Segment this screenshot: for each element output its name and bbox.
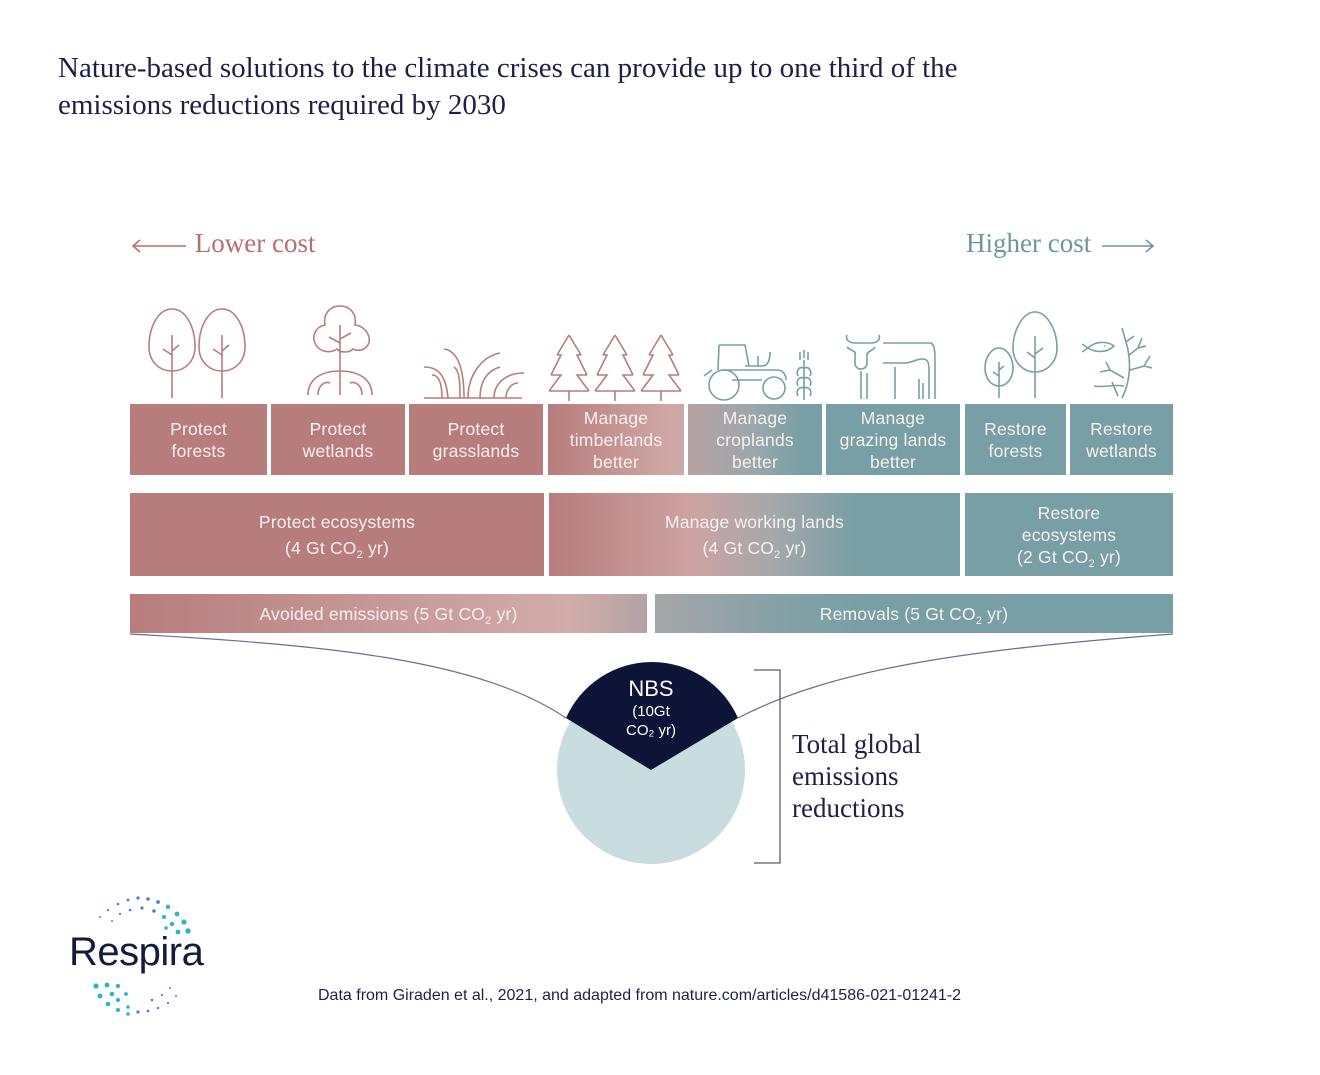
total-reductions-label: Total global emissions reductions — [792, 729, 922, 823]
activity-restore-forests: Restore forests — [965, 404, 1066, 475]
bracket — [754, 669, 781, 864]
cow-icon — [845, 334, 936, 399]
type-removals: Removals (5 Gt CO2 yr) — [655, 594, 1173, 633]
activity-protect-wetlands: Protect wetlands — [271, 404, 405, 475]
left-arrow-icon — [131, 239, 186, 253]
funnel-line-right — [737, 633, 1174, 719]
young-trees-icon — [984, 311, 1058, 398]
activity-manage-grazing-lands: Manage grazing lands better — [826, 404, 960, 475]
mangrove-tree-icon — [307, 305, 373, 396]
page-title: Nature-based solutions to the climate cr… — [58, 52, 958, 121]
tractor-wheat-icon — [703, 344, 812, 401]
grass-icon — [423, 348, 525, 399]
nbs-slice-label: NBS (10Gt CO₂ yr) — [626, 676, 676, 739]
source-citation: Data from Giraden et al., 2021, and adap… — [318, 987, 962, 1004]
pine-trees-icon — [548, 334, 682, 401]
two-trees-icon — [148, 308, 246, 398]
respira-logo-dots-icon — [93, 896, 191, 1016]
pie-nbs-slice — [566, 661, 738, 770]
funnel-line-left — [129, 633, 567, 719]
type-avoided-emissions: Avoided emissions (5 Gt CO2 yr) — [130, 594, 647, 633]
activity-protect-grasslands: Protect grasslands — [409, 404, 543, 475]
right-arrow-icon — [1101, 239, 1155, 253]
activity-manage-croplands: Manage croplands better — [688, 404, 822, 475]
higher-cost-label: Higher cost — [966, 228, 1156, 259]
activity-protect-forests: Protect forests — [130, 404, 267, 475]
respira-logo-text: Respira — [69, 930, 204, 974]
group-protect-ecosystems: Protect ecosystems (4 Gt CO2 yr) — [130, 493, 544, 576]
lower-cost-label: Lower cost — [130, 228, 315, 259]
group-restore-ecosystems: Restore ecosystems (2 Gt CO2 yr) — [965, 493, 1173, 576]
group-manage-working-lands: Manage working lands (4 Gt CO2 yr) — [549, 493, 960, 576]
activity-restore-wetlands: Restore wetlands — [1070, 404, 1173, 475]
activity-manage-timberlands: Manage timberlands better — [548, 404, 684, 475]
fish-coral-icon — [1081, 327, 1153, 399]
